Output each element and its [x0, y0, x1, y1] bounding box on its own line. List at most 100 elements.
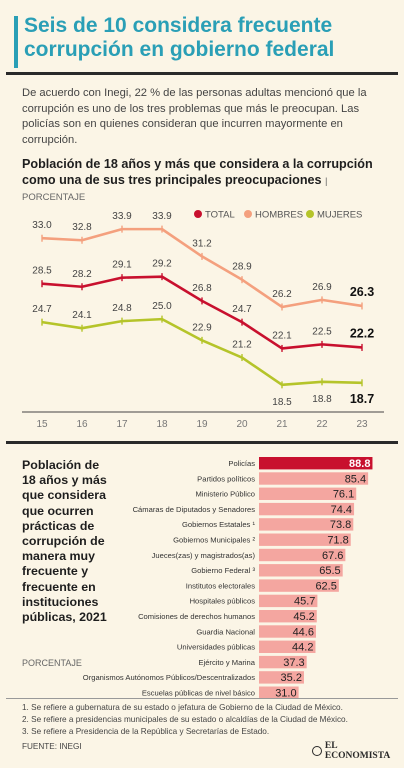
bar: [259, 502, 355, 516]
legend-label-hombres: HOMBRES: [255, 210, 303, 221]
data-label: 24.7: [32, 304, 52, 315]
category-label: Universidades públicas: [177, 643, 255, 652]
x-tick-label: 18: [156, 419, 168, 430]
value-label: 62.5: [315, 580, 336, 592]
bar: [259, 671, 304, 684]
data-label: 21.2: [232, 340, 252, 351]
line-chart: TOTAL HOMBRES MUJERES 28.5 28.2 29.1 29.2 26.8…: [22, 210, 384, 430]
data-label: 22.5: [312, 326, 332, 337]
category-label: Guardia Nacional: [196, 627, 255, 636]
bar: [259, 533, 351, 546]
data-label: 22.2: [350, 326, 374, 340]
data-label: 24.1: [72, 310, 92, 321]
value-label: 45.7: [294, 596, 315, 608]
x-tick-label: 19: [196, 419, 208, 430]
value-label: 65.5: [319, 565, 340, 577]
category-label: Cámaras de Diputados y Senadores: [133, 505, 256, 514]
x-tick-label: 23: [356, 419, 368, 430]
brand-logo: EL ECONOMISTA: [312, 741, 404, 761]
bar: [259, 457, 373, 470]
x-tick-label: 22: [316, 419, 328, 430]
source-note: FUENTE: INEGI: [22, 742, 82, 751]
bar: [259, 610, 317, 623]
category-label: Organismos Autónomos Públicos/Descentral…: [83, 673, 255, 682]
data-label: 31.2: [192, 238, 212, 249]
value-label: 35.2: [281, 672, 302, 684]
data-label: 29.1: [112, 260, 132, 271]
value-label: 76.1: [333, 489, 354, 501]
line-chart-x-axis: 15 16 17 18 19 20 21 22 23: [22, 411, 384, 430]
data-label: 33.9: [152, 211, 172, 222]
category-label: Institutos electorales: [186, 581, 255, 590]
value-label: 67.6: [322, 550, 343, 562]
bar: [259, 625, 316, 638]
bar: [259, 472, 369, 485]
data-label: 33.0: [32, 220, 52, 231]
data-label: 26.8: [192, 283, 212, 294]
title-accent-bar: [14, 16, 18, 68]
data-label: 18.5: [272, 397, 292, 408]
section-divider: [6, 441, 398, 444]
brand-name: EL ECONOMISTA: [324, 741, 391, 761]
bar-chart-title: Población de 18 años y más que considera…: [22, 458, 107, 625]
x-tick-label: 20: [236, 419, 248, 430]
data-label: 32.8: [72, 222, 92, 233]
data-label: 22.9: [192, 322, 212, 333]
value-label: 45.2: [293, 611, 314, 623]
legend-marker-hombres: [244, 210, 252, 218]
brand-mark-icon: [312, 746, 322, 756]
value-label: 37.3: [283, 657, 304, 669]
bar-chart-bars: Policías 88.8 Partidos políticos 85.4 Minist…: [83, 457, 373, 698]
value-label: 71.8: [327, 535, 348, 547]
bar: [259, 686, 299, 698]
category-label: Jueces(zas) y magistrados(as): [152, 551, 256, 560]
footnote-3: 3. Se refiere a Presidencia de la Repúbl…: [22, 727, 270, 736]
bar: [259, 564, 343, 577]
line-chart-unit: | PORCENTAJE: [22, 175, 328, 204]
page-title: Seis de 10 considera frecuente corrupció…: [24, 14, 335, 61]
x-tick-label: 17: [116, 419, 128, 430]
legend-label-total: TOTAL: [205, 210, 235, 221]
bar: [259, 579, 339, 592]
data-label: 24.7: [232, 304, 252, 315]
intro-text: De acuerdo con Inegi, 22 % de las person…: [22, 87, 367, 146]
category-label: Gobiernos Municipales ²: [173, 536, 255, 545]
x-tick-label: 16: [76, 419, 88, 430]
legend-marker-total: [194, 210, 202, 218]
line-chart-title: Población de 18 años y más que considera…: [22, 157, 373, 187]
line-chart-series: 28.5 28.2 29.1 29.2 26.8 24.7 22.1 22.5 22.2 33.0…: [32, 211, 374, 408]
bar: [259, 594, 318, 608]
footnotes: 1. Se refiere a gubernatura de su estado…: [22, 702, 392, 738]
line-chart-heading: Población de 18 años y más que considera…: [22, 157, 384, 206]
bar: [259, 518, 354, 531]
page-background: [6, 6, 398, 762]
category-label: Hospitales públicos: [190, 597, 256, 606]
bar-chart: Policías 88.8 Partidos políticos 85.4 Minist…: [83, 457, 373, 698]
legend-label-mujeres: MUJERES: [317, 210, 362, 221]
data-label: 18.7: [350, 392, 374, 406]
bar: [259, 640, 316, 653]
data-label: 25.0: [152, 301, 172, 312]
data-label: 33.9: [112, 211, 132, 222]
data-label: 28.5: [32, 266, 52, 277]
category-label: Gobierno Federal ³: [191, 566, 255, 575]
data-label: 24.8: [112, 303, 132, 314]
line-chart-legend: TOTAL HOMBRES MUJERES: [194, 210, 362, 221]
value-label: 74.4: [331, 504, 352, 516]
value-label: 88.8: [349, 458, 370, 470]
data-label: 22.1: [272, 330, 292, 341]
bar: [259, 655, 307, 669]
data-label: 26.3: [350, 285, 374, 299]
bar: [259, 548, 346, 562]
value-label: 31.0: [275, 688, 296, 699]
footnote-2: 2. Se refiere a presidencias municipales…: [22, 715, 348, 724]
footnote-1: 1. Se refiere a gubernatura de su estado…: [22, 703, 343, 712]
x-tick-label: 21: [276, 419, 288, 430]
category-label: Escuelas públicas de nivel básico: [142, 689, 255, 698]
bar-chart-unit: PORCENTAJE: [22, 658, 82, 668]
value-label: 44.6: [293, 626, 314, 638]
data-label: 28.9: [232, 262, 252, 273]
x-tick-label: 15: [36, 419, 48, 430]
category-label: Gobiernos Estatales ¹: [182, 520, 255, 529]
value-label: 73.8: [330, 519, 351, 531]
